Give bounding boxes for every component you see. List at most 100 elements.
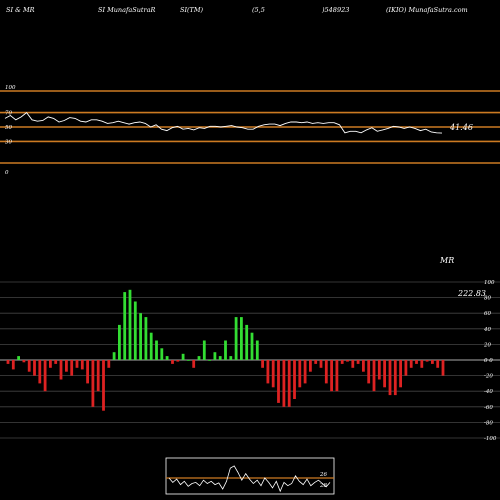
mini-tick-label-0: 26 [319, 472, 327, 478]
mrsi-bar-60 [324, 360, 328, 384]
mrsi-bar-47 [255, 340, 259, 360]
mrsi-bar-64 [346, 360, 349, 362]
mrsi-tick-label-7: -40 [484, 389, 493, 395]
mrsi-tick-label-1: 80 [484, 296, 491, 302]
mrsi-tick-label-9: -80 [484, 420, 493, 426]
mrsi-bar-78 [420, 360, 424, 368]
mrsi-bar-28 [155, 340, 158, 360]
mrsi-bar-37 [202, 340, 206, 360]
mrsi-bar-9 [54, 360, 58, 364]
mrsi-bar-4 [27, 360, 31, 372]
mrsi-bar-30 [165, 356, 169, 360]
rsi-tick-label-4: 0 [5, 170, 9, 176]
mrsi-bar-27 [149, 332, 153, 360]
mrsi-bar-38 [208, 360, 211, 361]
mrsi-bar-40 [218, 356, 222, 360]
mrsi-bar-56 [303, 360, 307, 384]
mrsi-bar-66 [356, 360, 360, 364]
header-item-1: SI MunafaSutraR [98, 6, 156, 14]
mrsi-bar-20 [112, 352, 116, 360]
mrsi-bar-62 [335, 360, 339, 392]
mrsi-bar-59 [319, 360, 323, 368]
mrsi-bar-71 [383, 360, 386, 388]
mrsi-bar-42 [229, 356, 233, 360]
mrsi-tick-label-6: -20 [484, 374, 493, 380]
mrsi-title: MR [439, 256, 454, 265]
mrsi-bar-21 [118, 324, 121, 360]
mrsi-bar-7 [43, 360, 47, 392]
mrsi-tick-label-8: -60 [484, 405, 493, 411]
mrsi-bar-24 [133, 301, 137, 360]
mrsi-bar-12 [70, 360, 74, 376]
mrsi-bar-75 [404, 360, 408, 376]
mrsi-bar-50 [271, 360, 275, 388]
mrsi-bar-11 [65, 360, 68, 372]
mrsi-bar-10 [59, 360, 63, 380]
rsi-tick-label-2: 50 [5, 125, 12, 131]
mrsi-bar-52 [282, 360, 286, 407]
mrsi-bar-15 [86, 360, 89, 384]
mrsi-bar-65 [351, 360, 355, 368]
mrsi-bar-51 [277, 360, 280, 403]
mrsi-bar-67 [362, 360, 365, 372]
header-item-2: SI(TM) [180, 6, 204, 14]
mrsi-bar-13 [75, 360, 79, 368]
mrsi-bar-74 [399, 360, 402, 388]
mrsi-bar-1 [11, 360, 15, 370]
mini-series-line [168, 465, 331, 493]
mrsi-bar-32 [176, 360, 180, 362]
mrsi-bar-79 [425, 360, 429, 362]
mrsi-bar-45 [245, 324, 249, 360]
mrsi-bar-0 [6, 360, 10, 364]
mrsi-bar-46 [250, 332, 254, 360]
mrsi-bar-58 [314, 360, 318, 364]
mrsi-bar-48 [261, 360, 264, 368]
mrsi-bar-57 [309, 360, 312, 372]
mini-tick-label-1: 28 [319, 483, 327, 489]
header-item-5: (IKIO) MunafaSutra.com [386, 6, 468, 14]
mrsi-bar-82 [441, 360, 445, 376]
mrsi-bar-26 [144, 317, 148, 360]
mrsi-bar-73 [393, 360, 397, 396]
mrsi-tick-label-2: 60 [484, 311, 491, 317]
mrsi-bar-2 [17, 356, 20, 360]
rsi-tick-label-3: 30 [5, 139, 12, 145]
mrsi-bar-61 [330, 360, 333, 392]
mrsi-bar-34 [187, 360, 190, 361]
mrsi-bar-3 [22, 360, 26, 363]
rsi-panel: 100 70 50 30 0 41.46 [0, 85, 500, 176]
mrsi-bar-80 [431, 360, 434, 364]
mini-panel: 26 28 [165, 457, 335, 495]
rsi-series-line [4, 111, 443, 134]
mrsi-bar-36 [197, 356, 201, 360]
mrsi-bar-76 [409, 360, 413, 368]
mrsi-bar-68 [367, 360, 371, 384]
rsi-last-value-label: 41.46 [449, 123, 473, 132]
header-item-0: SI & MR [6, 6, 35, 14]
mrsi-bar-8 [49, 360, 52, 368]
mrsi-tick-label-5: 0 0 [484, 358, 493, 364]
mrsi-bar-63 [340, 360, 344, 364]
header-item-4: )548923 [321, 6, 349, 14]
mrsi-bar-22 [123, 292, 127, 360]
mrsi-bar-49 [266, 360, 270, 384]
mrsi-bar-25 [139, 313, 142, 360]
mrsi-bar-16 [91, 360, 95, 407]
header-item-3: (5,5 [252, 6, 265, 14]
mrsi-bar-14 [80, 360, 84, 370]
mrsi-bar-5 [33, 360, 36, 376]
mrsi-bar-43 [234, 317, 238, 360]
mrsi-bar-81 [436, 360, 440, 368]
mrsi-tick-label-4: 20 [483, 342, 491, 348]
mrsi-bar-19 [107, 360, 111, 368]
mrsi-value-label: 222.83 [457, 289, 486, 298]
chart-header: SI & MR SI MunafaSutraR SI(TM) (5,5 )548… [6, 6, 468, 14]
mrsi-bar-17 [96, 360, 100, 392]
rsi-tick-label-0: 100 [5, 85, 16, 91]
mrsi-bar-39 [213, 352, 217, 360]
mrsi-bar-35 [192, 360, 196, 368]
mrsi-bar-33 [181, 353, 185, 360]
mrsi-tick-label-10: -100 [484, 436, 497, 442]
mrsi-bar-44 [240, 317, 243, 360]
